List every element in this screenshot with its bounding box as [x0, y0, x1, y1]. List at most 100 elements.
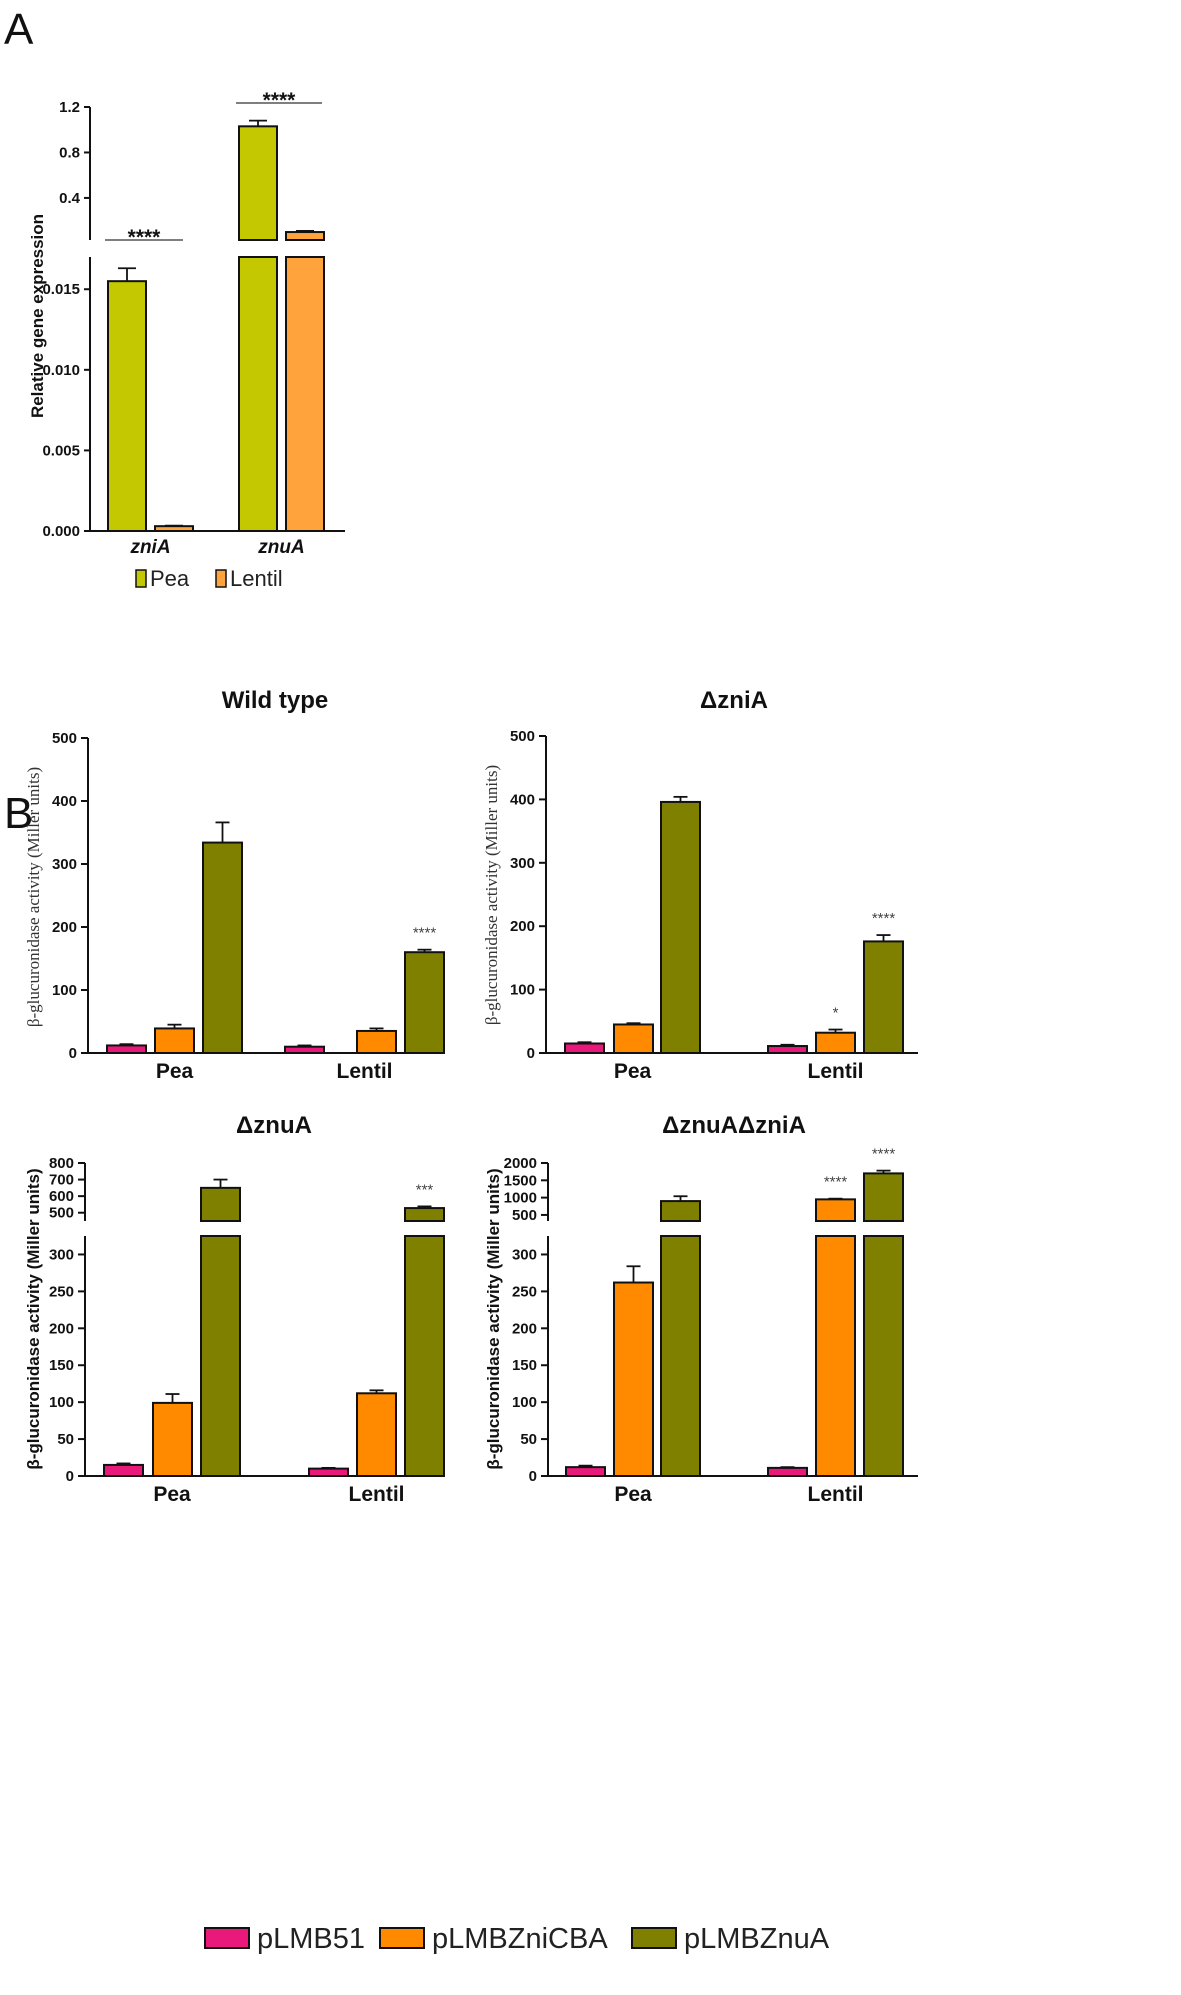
panelB1-y-axis-label: β-glucuronidase activity (Miller units) [24, 767, 43, 1027]
panelB2-significance-label: **** [872, 910, 896, 927]
panelB2-significance-label: * [833, 1005, 839, 1022]
panelB4-bar-lentil-plmbznicba-upper [815, 1198, 856, 1222]
panelB2-title: ΔzniA [700, 687, 768, 714]
panelB4-y-axis-label: β-glucuronidase activity (Miller units) [484, 1168, 503, 1469]
panelB4-bar-pea-plmbznua-upper [660, 1200, 701, 1223]
panelB4-tick-label: 300 [512, 1246, 537, 1263]
panelB1-category-label: Lentil [337, 1060, 393, 1083]
panelB4-bar-lentil-plmbznua-upper [863, 1172, 904, 1222]
panel-label-a: A [4, 5, 34, 54]
a-bar-znuA-Pea-upper [238, 125, 278, 241]
panelB4-tick-label: 500 [512, 1207, 537, 1224]
panelB4-tick-label: 150 [512, 1357, 537, 1374]
panelB3-tick-label: 150 [49, 1357, 74, 1374]
panelB4-title: ΔznuAΔzniA [662, 1112, 806, 1139]
legend-a-label-pea: Pea [150, 566, 190, 591]
panelB2-tick-label: 200 [510, 918, 535, 935]
panelB1-tick-label: 400 [52, 793, 77, 810]
a-category-label: zniA [129, 537, 170, 558]
panelB1-bar-pea-plmbznua [202, 841, 243, 1055]
panelB3-tick-label: 700 [49, 1172, 74, 1189]
panelB3-y-axis-label: β-glucuronidase activity (Miller units) [24, 1168, 43, 1469]
panelB2-tick-label: 300 [510, 855, 535, 872]
panelB4-tick-label: 2000 [504, 1155, 537, 1172]
panelB2-bar-lentil-plmb51 [767, 1045, 808, 1055]
panelB3-bar-lentil-plmbznua-lower [404, 1235, 445, 1477]
panelB4-tick-label: 0 [529, 1468, 537, 1485]
panelB3-category-label: Pea [153, 1483, 191, 1506]
panelB1-significance-label: **** [413, 925, 437, 942]
a-significance-label: **** [263, 89, 297, 112]
panelB1-category-label: Pea [156, 1060, 194, 1083]
panelB4-tick-label: 1500 [504, 1172, 537, 1189]
panelB3-significance-label: *** [416, 1181, 434, 1198]
legend-b-swatch-plmbznua [631, 1927, 677, 1949]
panelB2-tick-label: 400 [510, 791, 535, 808]
legend-a: Pea Lentil [135, 566, 283, 591]
a-category-label: znuA [257, 537, 304, 558]
legend-a-swatch-pea [135, 569, 147, 588]
panelB4-bar-pea-plmbznua-lower [660, 1235, 701, 1477]
panelB3-tick-label: 300 [49, 1246, 74, 1263]
a-tick-label: 0.000 [42, 523, 80, 540]
legend-a-swatch-lentil [215, 569, 227, 588]
panelB2-tick-label: 100 [510, 982, 535, 999]
panelB4-significance-label: **** [824, 1174, 848, 1191]
panelB4-bar-pea-plmb51 [565, 1466, 606, 1477]
panelB3-bar-pea-plmbznicba [152, 1401, 193, 1478]
panelB1-tick-label: 200 [52, 919, 77, 936]
panelB1-bar-lentil-plmbznicba [356, 1029, 397, 1054]
panelB2-bar-pea-plmb51 [564, 1042, 605, 1054]
a-tick-label: 0.8 [59, 144, 80, 161]
panel-b-delta-znua-chart: ΔznuA β-glucuronidase activity (Miller un… [24, 1112, 445, 1506]
panelB1-title: Wild type [222, 687, 328, 714]
panelB4-bar-lentil-plmbznicba-lower [815, 1235, 856, 1477]
panelB2-tick-label: 500 [510, 728, 535, 745]
panelB2-bar-lentil-plmbznua [863, 940, 904, 1055]
panel-b-delta-znua-delta-znia-chart: ΔznuAΔzniA β-glucuronidase activity (Mill… [484, 1112, 918, 1506]
panelB2-tick-label: 0 [527, 1045, 535, 1062]
panel-label-b: B [4, 789, 33, 838]
a-tick-label: 0.015 [42, 281, 80, 298]
panelB3-tick-label: 600 [49, 1188, 74, 1205]
panelB1-tick-label: 0 [69, 1045, 77, 1062]
a-bar-znuA-Lentil-lower [285, 256, 325, 532]
panelB4-tick-label: 200 [512, 1320, 537, 1337]
a-tick-label: 0.010 [42, 362, 80, 379]
legend-b-label-plmbznicba: pLMBZniCBA [432, 1923, 608, 1955]
a-y-axis-label: Relative gene expression [28, 214, 47, 418]
panel-a-chart: 0.000 0.005 0.010 0.015 0.4 0.8 1.2 Relative ge… [28, 89, 345, 558]
panelB3-bar-lentil-plmbznicba [356, 1392, 397, 1478]
a-tick-label: 0.4 [59, 190, 81, 207]
panelB4-tick-label: 1000 [504, 1190, 537, 1207]
a-tick-label: 1.2 [59, 99, 80, 116]
legend-b-label-plmbznua: pLMBZnuA [684, 1923, 830, 1955]
panelB3-bar-lentil-plmb51 [308, 1467, 349, 1477]
panelB3-tick-label: 50 [57, 1431, 74, 1448]
legend-b: pLMB51 pLMBZniCBA pLMBZnuA [204, 1923, 830, 1955]
panelB3-tick-label: 500 [49, 1205, 74, 1222]
panelB2-bar-pea-plmbznua [660, 800, 701, 1054]
a-bar-zniA-Pea [107, 280, 147, 533]
a-bar-znuA-Pea-lower [238, 256, 278, 532]
panelB1-tick-label: 500 [52, 730, 77, 747]
panelB3-bar-lentil-plmbznua-upper [404, 1207, 445, 1223]
panelB3-title: ΔznuA [236, 1112, 312, 1139]
panelB1-bar-pea-plmbznicba [154, 1027, 195, 1055]
panelB2-y-axis-label: β-glucuronidase activity (Miller units) [482, 765, 501, 1025]
legend-b-label-plmb51: pLMB51 [257, 1923, 365, 1955]
panelB1-bar-pea-plmb51 [106, 1044, 147, 1054]
legend-b-swatch-plmbznicba [379, 1927, 425, 1949]
a-tick-label: 0.005 [42, 442, 80, 459]
panelB3-tick-label: 100 [49, 1394, 74, 1411]
a-bar-znuA-Lentil-upper [285, 231, 325, 242]
legend-b-swatch-plmb51 [204, 1927, 250, 1949]
panelB4-significance-label: **** [872, 1146, 896, 1163]
panelB3-tick-label: 0 [66, 1468, 74, 1485]
a-bar-zniA-Lentil [154, 525, 194, 533]
panelB3-category-label: Lentil [349, 1483, 405, 1506]
panel-b-wild-type-chart: Wild type β-glucuronidase activity (Mille… [24, 687, 445, 1083]
panelB2-category-label: Pea [614, 1060, 652, 1083]
panelB4-category-label: Lentil [808, 1483, 864, 1506]
